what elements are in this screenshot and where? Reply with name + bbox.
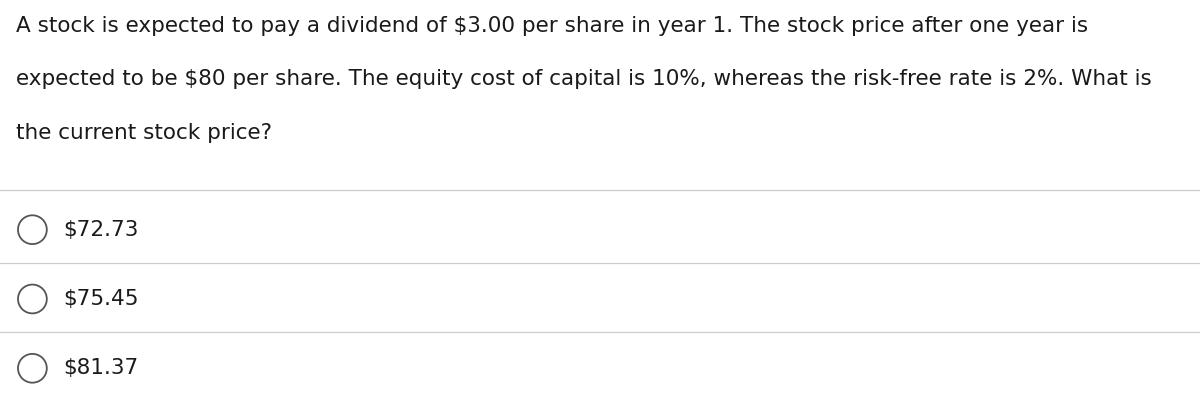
Text: $81.37: $81.37 — [64, 358, 139, 378]
Text: the current stock price?: the current stock price? — [16, 123, 271, 143]
Text: $75.45: $75.45 — [64, 289, 139, 309]
Text: $72.73: $72.73 — [64, 220, 139, 240]
Text: A stock is expected to pay a dividend of $3.00 per share in year 1. The stock pr: A stock is expected to pay a dividend of… — [16, 16, 1087, 36]
Text: expected to be $80 per share. The equity cost of capital is 10%, whereas the ris: expected to be $80 per share. The equity… — [16, 69, 1151, 89]
